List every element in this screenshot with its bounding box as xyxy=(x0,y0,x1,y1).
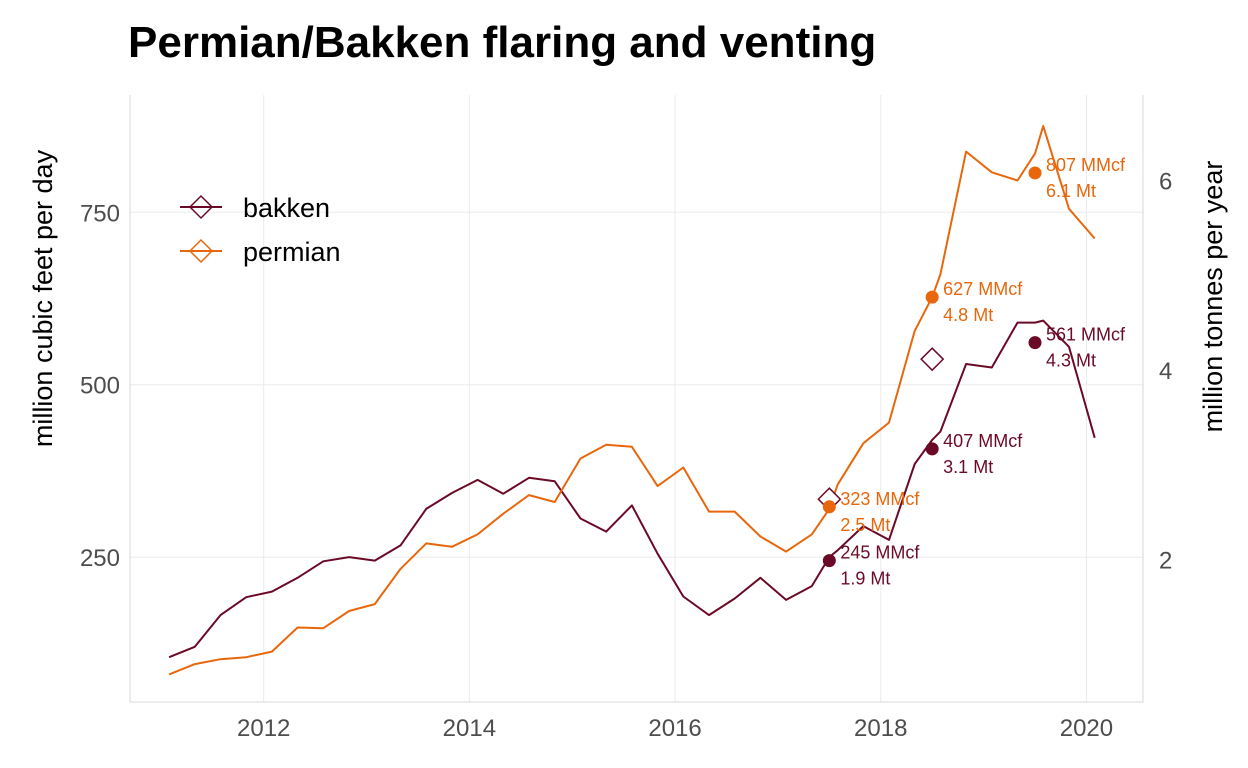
legend-key-diamond-bakken xyxy=(188,194,214,220)
diamond-marker xyxy=(920,347,945,372)
series-line-permian xyxy=(168,125,1096,676)
annotation-value-mt: 4.8 Mt xyxy=(943,305,993,325)
annotation-value-mmcf: 323 MMcf xyxy=(840,489,920,509)
annotation-point xyxy=(925,290,939,304)
y-tick-label: 750 xyxy=(80,200,120,227)
axes: 2012 2014 2016 2018 2020 250 500 750 2 4 6 million … xyxy=(28,95,1228,742)
annotation-value-mt: 1.9 Mt xyxy=(840,569,890,589)
grid xyxy=(130,95,1143,702)
chart-title: Permian/Bakken flaring and venting xyxy=(128,18,877,67)
annotation-value-mt: 3.1 Mt xyxy=(943,457,993,477)
legend-label-bakken: bakken xyxy=(243,193,330,223)
annotation-point xyxy=(822,554,836,568)
y2-tick-label: 4 xyxy=(1159,358,1172,385)
legend: bakken permian xyxy=(180,193,341,267)
y-tick-label: 500 xyxy=(80,373,120,400)
annotation-point xyxy=(1028,166,1042,180)
marker-layer: 245 MMcf 1.9 Mt 407 MMcf 3.1 Mt 561 MMcf 4.3 … xyxy=(817,155,1126,589)
annotation-value-mmcf: 627 MMcf xyxy=(943,279,1023,299)
annotation-point xyxy=(925,442,939,456)
series-layer xyxy=(168,125,1096,676)
annotation-value-mmcf: 807 MMcf xyxy=(1046,155,1126,175)
y2-tick-label: 2 xyxy=(1159,548,1172,575)
y2-axis-title: million tonnes per year xyxy=(1198,161,1228,433)
annotation-value-mt: 2.5 Mt xyxy=(840,515,890,535)
annotation-value-mmcf: 407 MMcf xyxy=(943,431,1023,451)
x-tick-label: 2012 xyxy=(237,715,290,742)
annotation-value-mt: 6.1 Mt xyxy=(1046,181,1096,201)
y-axis-title: million cubic feet per day xyxy=(28,149,58,447)
annotation-value-mmcf: 561 MMcf xyxy=(1046,325,1126,345)
x-tick-label: 2016 xyxy=(648,715,701,742)
legend-label-permian: permian xyxy=(243,237,341,267)
x-tick-label: 2020 xyxy=(1060,715,1113,742)
y-tick-label: 250 xyxy=(80,545,120,572)
annotation-value-mt: 4.3 Mt xyxy=(1046,351,1096,371)
annotation-value-mmcf: 245 MMcf xyxy=(840,543,920,563)
y2-tick-label: 6 xyxy=(1159,168,1172,195)
x-tick-label: 2018 xyxy=(854,715,907,742)
annotation-point xyxy=(822,500,836,514)
legend-key-diamond-permian xyxy=(188,238,214,264)
series-line-bakken xyxy=(168,319,1096,659)
annotation-point xyxy=(1028,336,1042,350)
x-tick-label: 2014 xyxy=(443,715,496,742)
